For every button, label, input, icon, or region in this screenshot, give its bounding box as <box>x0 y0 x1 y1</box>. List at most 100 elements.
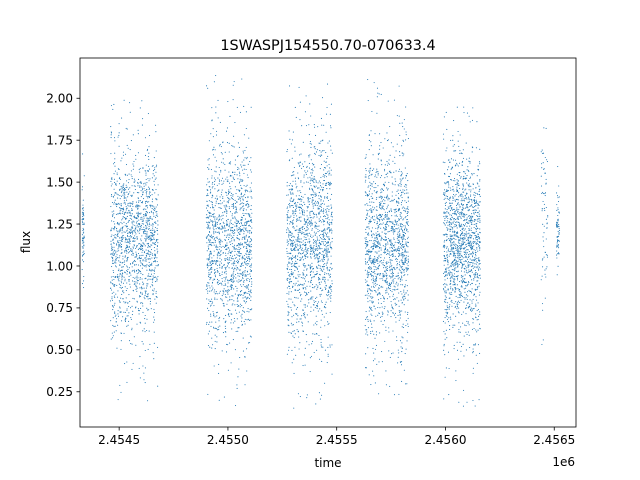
data-point <box>219 238 221 240</box>
data-point <box>308 203 310 206</box>
data-point <box>236 156 239 158</box>
data-point <box>306 269 308 271</box>
data-point <box>233 261 235 263</box>
data-point <box>300 206 302 208</box>
data-point <box>211 282 213 284</box>
data-point <box>308 198 310 200</box>
data-point <box>330 255 332 257</box>
data-point <box>153 180 155 182</box>
data-point <box>403 207 406 209</box>
data-point <box>299 318 301 320</box>
data-point <box>133 259 136 262</box>
data-point <box>372 154 374 156</box>
data-point <box>243 134 245 136</box>
data-point <box>145 208 147 210</box>
data-point <box>315 403 317 405</box>
data-point <box>239 275 241 277</box>
data-point <box>223 277 225 279</box>
data-point <box>405 279 407 281</box>
data-point <box>317 200 319 203</box>
data-point <box>389 282 391 284</box>
data-point <box>206 214 208 216</box>
data-point <box>405 134 407 136</box>
data-point <box>132 253 134 255</box>
data-point <box>247 240 249 242</box>
data-point <box>326 165 328 167</box>
data-point <box>149 255 151 257</box>
data-point <box>148 330 150 332</box>
data-point <box>324 254 326 256</box>
data-point <box>230 260 232 262</box>
data-point <box>309 281 311 283</box>
data-point <box>225 245 227 247</box>
data-point <box>124 263 126 266</box>
data-point <box>240 230 243 232</box>
data-point <box>247 231 249 233</box>
data-point <box>235 260 237 262</box>
data-point <box>122 269 124 271</box>
data-point <box>117 197 119 199</box>
data-point <box>393 282 395 284</box>
data-point <box>402 326 405 329</box>
data-point <box>393 238 395 241</box>
data-point <box>401 252 403 254</box>
data-point <box>144 237 146 239</box>
data-point <box>223 211 225 213</box>
data-point <box>137 252 140 255</box>
data-point <box>315 241 317 243</box>
data-point <box>321 189 323 191</box>
data-point <box>312 197 314 199</box>
data-point <box>234 173 236 176</box>
data-point <box>303 210 305 212</box>
data-point <box>142 228 144 230</box>
data-point <box>311 262 313 264</box>
data-point <box>155 296 157 298</box>
data-point <box>406 172 408 175</box>
data-point <box>125 247 127 249</box>
data-point <box>139 302 142 304</box>
data-point <box>151 262 153 264</box>
data-point <box>223 288 225 290</box>
data-point <box>224 325 226 327</box>
data-point <box>317 286 319 289</box>
data-point <box>216 267 218 269</box>
data-point <box>219 121 221 123</box>
data-point <box>243 168 245 170</box>
data-point <box>390 142 392 144</box>
data-point <box>216 160 218 162</box>
data-point <box>209 346 211 348</box>
data-point <box>113 188 115 190</box>
data-point <box>377 262 379 265</box>
data-point <box>210 325 212 327</box>
data-point <box>240 265 242 267</box>
data-point <box>221 298 223 300</box>
data-point <box>124 320 127 323</box>
data-point <box>391 182 393 184</box>
data-point <box>291 185 293 187</box>
data-point <box>379 332 381 334</box>
data-point <box>239 178 241 180</box>
data-point <box>395 180 397 182</box>
data-point <box>250 253 252 255</box>
data-point <box>133 185 135 187</box>
data-point <box>376 244 378 247</box>
data-point <box>320 221 322 223</box>
data-point <box>308 344 310 346</box>
data-point <box>134 231 136 234</box>
data-point <box>239 228 241 230</box>
data-point <box>398 248 401 250</box>
data-point <box>248 263 250 265</box>
data-point <box>377 174 379 176</box>
data-point <box>299 292 301 294</box>
data-point <box>406 221 408 223</box>
data-point <box>290 257 293 259</box>
data-point <box>291 349 293 352</box>
data-point <box>241 244 243 246</box>
data-point <box>144 294 146 297</box>
data-point <box>210 304 212 306</box>
data-point <box>213 213 215 215</box>
data-point <box>249 309 251 311</box>
data-point <box>118 168 120 170</box>
data-point <box>406 211 408 213</box>
data-point <box>213 237 216 239</box>
